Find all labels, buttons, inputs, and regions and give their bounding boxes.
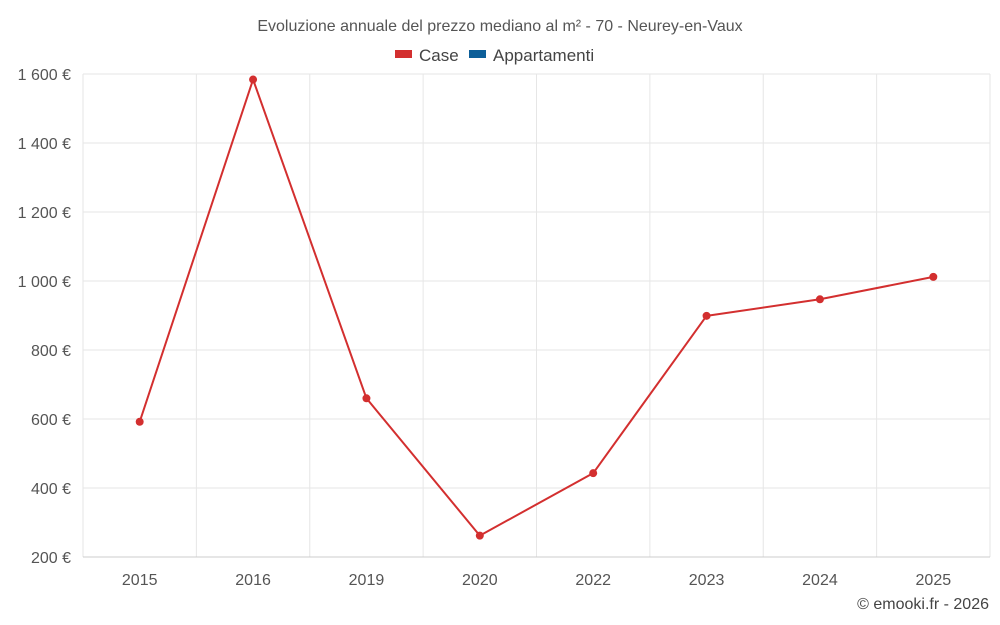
x-tick-label: 2024 [802,572,838,589]
x-tick-label: 2020 [462,572,498,589]
data-point-case[interactable] [249,75,258,84]
legend-swatch-appartamenti [469,50,486,58]
y-tick-label: 400 € [31,481,71,498]
y-axis-ticks: 200 € 400 € 600 € 800 € 1 000 € 1 200 € 1 400 … [18,67,71,567]
x-tick-label: 2016 [235,572,271,589]
data-point-case[interactable] [702,311,711,320]
legend-item-appartamenti[interactable]: Appartamenti [469,46,594,65]
y-tick-label: 1 000 € [18,274,71,291]
y-tick-label: 1 400 € [18,136,71,153]
y-tick-label: 1 200 € [18,205,71,222]
data-point-case[interactable] [929,272,938,281]
grid [82,73,991,558]
data-point-case[interactable] [362,394,371,403]
y-tick-label: 800 € [31,343,71,360]
data-point-case[interactable] [815,295,824,304]
legend-label-appartamenti: Appartamenti [493,46,594,65]
chart-title: Evoluzione annuale del prezzo mediano al… [257,18,742,35]
data-point-case[interactable] [475,531,484,540]
legend-item-case[interactable]: Case [395,46,459,65]
series-line-case [138,78,934,537]
x-tick-label: 2015 [122,572,158,589]
y-tick-label: 600 € [31,412,71,429]
x-axis-ticks: 2015 2016 2019 2020 2022 2023 2024 2025 [122,572,951,589]
x-tick-label: 2025 [916,572,952,589]
legend-label-case: Case [419,46,459,65]
series-case [135,75,938,540]
credit-text: © emooki.fr - 2026 [857,596,989,613]
data-point-case[interactable] [135,417,144,426]
x-tick-label: 2019 [349,572,385,589]
x-tick-label: 2022 [575,572,611,589]
data-point-case[interactable] [589,469,598,478]
legend: Case Appartamenti [395,46,594,65]
y-tick-label: 1 600 € [18,67,71,84]
x-tick-label: 2023 [689,572,725,589]
legend-swatch-case [395,50,412,58]
y-tick-label: 200 € [31,550,71,567]
